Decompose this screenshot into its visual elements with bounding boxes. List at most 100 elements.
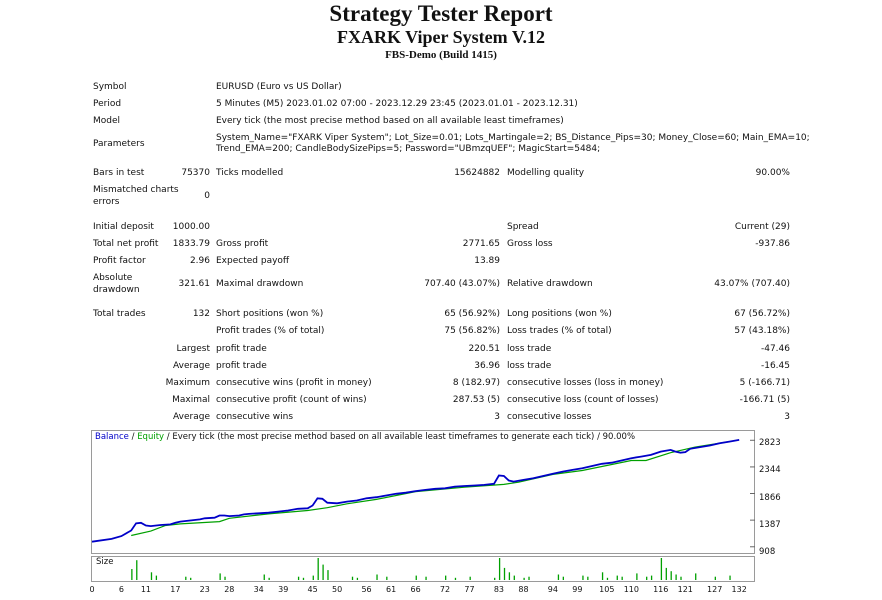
- x-tick-label: 23: [199, 585, 210, 594]
- x-tick-label: 77: [464, 585, 475, 594]
- legend-balance: Balance: [95, 432, 129, 442]
- largest-label: Largest: [176, 344, 210, 354]
- x-tick-label: 28: [224, 585, 235, 594]
- trades-label: Total trades: [93, 309, 146, 319]
- size-bar: [636, 573, 638, 580]
- payoff-label: Expected payoff: [216, 256, 290, 266]
- y-tick-label: 1866: [759, 493, 781, 503]
- x-tick-label: 116: [653, 585, 669, 594]
- size-bar: [587, 576, 589, 580]
- maximal-profit-label: consecutive profit (count of wins): [216, 395, 367, 405]
- chart-legend: Balance / Equity / Every tick (the most …: [95, 432, 635, 442]
- size-bar: [523, 577, 525, 580]
- size-bar: [322, 564, 324, 580]
- average-loss-value: -16.45: [760, 361, 790, 371]
- y-tick-label: 2823: [759, 438, 781, 448]
- maximal-label: Maximal: [172, 395, 210, 405]
- x-tick-label: 99: [572, 585, 583, 594]
- size-bar: [557, 574, 560, 580]
- long-value: 67 (56.72%): [734, 309, 790, 319]
- maximal-profit-value: 287.53 (5): [452, 395, 500, 405]
- x-tick-label: 0: [89, 585, 95, 594]
- size-bar: [508, 572, 511, 580]
- x-tick-label: 39: [278, 585, 289, 594]
- size-bar: [131, 569, 133, 580]
- average-consecutive-label: Average: [173, 412, 210, 422]
- x-tick-label: 61: [385, 585, 397, 594]
- x-tick-label: 56: [361, 585, 372, 594]
- size-bar: [582, 575, 584, 580]
- deposit-label: Initial deposit: [93, 222, 154, 232]
- size-bar: [601, 572, 604, 580]
- size-bar: [714, 576, 716, 580]
- x-tick-label: 6: [118, 585, 124, 594]
- trades-value: 132: [192, 309, 210, 319]
- balance-series-line: [91, 439, 740, 543]
- size-bar: [425, 576, 427, 580]
- profit-trades-value: 75 (56.82%): [444, 326, 500, 336]
- size-bar: [469, 576, 471, 580]
- size-bar: [356, 577, 359, 580]
- expert-name: FXARK Viper System V.12: [336, 27, 545, 47]
- x-tick-label: 66: [410, 585, 421, 594]
- size-bar: [150, 572, 153, 580]
- mismatch-label-1: Mismatched charts: [93, 185, 179, 195]
- loss-trades-label: Loss trades (% of total): [507, 326, 612, 336]
- size-bar: [670, 571, 672, 580]
- long-label: Long positions (won %): [507, 309, 612, 319]
- deposit-value: 1000.00: [172, 222, 210, 232]
- absdd-value: 321.61: [178, 279, 211, 289]
- y-tick-label: 1387: [759, 520, 781, 530]
- size-bar: [155, 575, 158, 580]
- x-tick-label: 132: [731, 585, 747, 594]
- avg-wins-label: consecutive wins: [216, 412, 294, 422]
- average-label: Average: [173, 361, 210, 371]
- model-value: Every tick (the most precise method base…: [216, 116, 564, 126]
- size-bar: [268, 577, 270, 580]
- size-bar: [376, 574, 378, 580]
- avg-losses-value: 3: [784, 412, 790, 422]
- size-bar: [190, 577, 192, 580]
- size-bar: [136, 560, 138, 580]
- average-profit-value: 36.96: [474, 361, 500, 371]
- payoff-value: 13.89: [474, 256, 500, 266]
- max-wins-label: consecutive wins (profit in money): [216, 378, 372, 388]
- size-bar: [562, 576, 564, 580]
- size-bar: [503, 567, 506, 580]
- ticks-value: 15624882: [454, 168, 500, 178]
- x-tick-label: 121: [677, 585, 693, 594]
- size-bar: [498, 558, 501, 580]
- netprofit-value: 1833.79: [172, 239, 210, 249]
- report-title: Strategy Tester Report: [329, 1, 553, 26]
- avg-losses-label: consecutive losses: [507, 412, 592, 422]
- x-tick-label: 88: [518, 585, 529, 594]
- largest-loss-label: loss trade: [507, 344, 552, 354]
- absdd-label-1: Absolute: [93, 273, 133, 283]
- size-bar: [302, 577, 305, 580]
- size-bar: [351, 576, 354, 580]
- max-wins-value: 8 (182.97): [452, 378, 500, 388]
- size-bar: [327, 570, 329, 580]
- mismatch-label-2: errors: [93, 197, 120, 207]
- bars-label: Bars in test: [93, 168, 145, 178]
- x-tick-label: 72: [439, 585, 451, 594]
- profit-trades-label: Profit trades (% of total): [216, 326, 325, 336]
- size-bar: [616, 575, 618, 580]
- x-tick-label: 34: [253, 585, 264, 594]
- parameters-label: Parameters: [93, 139, 145, 149]
- avg-wins-value: 3: [494, 412, 500, 422]
- y-tick-label: 2344: [759, 465, 781, 475]
- average-loss-label: loss trade: [507, 361, 552, 371]
- average-profit-label: profit trade: [216, 361, 267, 371]
- maxdd-label: Maximal drawdown: [216, 279, 304, 289]
- period-value: 5 Minutes (M5) 2023.01.02 07:00 - 2023.1…: [216, 99, 578, 109]
- maxdd-value: 707.40 (43.07%): [424, 279, 500, 289]
- main-plot-frame: [91, 430, 755, 554]
- quality-value: 90.00%: [755, 168, 790, 178]
- size-bar: [513, 575, 515, 580]
- x-tick-label: 83: [493, 585, 505, 594]
- x-tick-label: 50: [332, 585, 343, 594]
- parameters-line-2: Trend_EMA=200; CandleBodySizePips=5; Pas…: [216, 144, 601, 154]
- balance-chart: [91, 430, 755, 582]
- size-label: Size: [96, 557, 114, 567]
